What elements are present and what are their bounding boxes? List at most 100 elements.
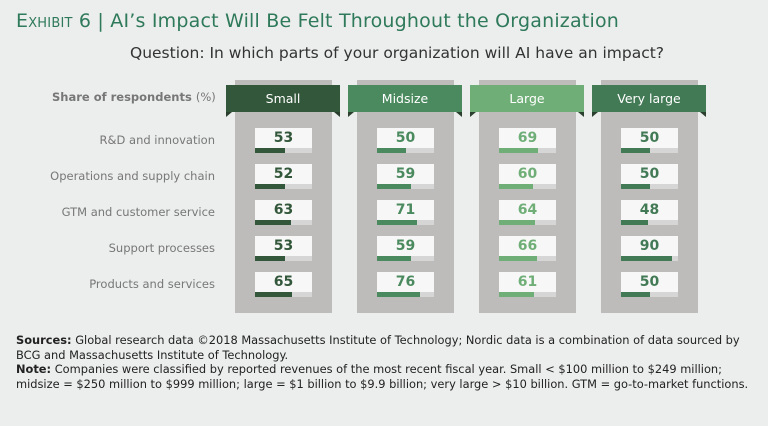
bar-track: [255, 256, 312, 261]
value-label: 53: [255, 236, 312, 256]
row-label: Support processes: [108, 241, 215, 255]
value-label: 50: [621, 272, 678, 292]
value-cell: 69: [499, 128, 556, 154]
unit-symbol: (%): [195, 90, 216, 104]
bar-track: [499, 148, 556, 153]
bar-fill: [499, 148, 539, 153]
value-cell: 50: [621, 128, 678, 154]
bar-fill: [499, 292, 534, 297]
value-label: 76: [377, 272, 434, 292]
value-label: 61: [499, 272, 556, 292]
value-cell: 66: [499, 236, 556, 262]
bar-fill: [621, 292, 650, 297]
bar-track: [621, 184, 678, 189]
note: Note: Companies were classified by repor…: [16, 362, 756, 391]
bar-track: [377, 220, 434, 225]
value-label: 69: [499, 128, 556, 148]
bar-track: [377, 148, 434, 153]
exhibit-title: Exhibit 6 | AI’s Impact Will Be Felt Thr…: [16, 10, 619, 32]
bar-track: [499, 220, 556, 225]
bar-fill: [377, 256, 411, 261]
bar-fill: [377, 184, 411, 189]
bar-track: [499, 184, 556, 189]
value-cell: 50: [377, 128, 434, 154]
value-cell: 59: [377, 164, 434, 190]
bar-track: [499, 256, 556, 261]
sources-text: Global research data ©2018 Massachusetts…: [16, 333, 740, 362]
value-cell: 50: [621, 272, 678, 298]
value-label: 59: [377, 164, 434, 184]
value-label: 60: [499, 164, 556, 184]
bar-track: [255, 292, 312, 297]
value-cell: 61: [499, 272, 556, 298]
value-cell: 60: [499, 164, 556, 190]
title-separator: |: [97, 10, 105, 32]
value-label: 63: [255, 200, 312, 220]
bar-fill: [499, 220, 536, 225]
bar-fill: [377, 148, 406, 153]
column-header: Midsize: [348, 85, 462, 117]
value-cell: 53: [255, 236, 312, 262]
sources: Sources: Global research data ©2018 Mass…: [16, 333, 756, 362]
bar-track: [621, 220, 678, 225]
bar-fill: [499, 184, 534, 189]
value-label: 50: [621, 128, 678, 148]
value-cell: 52: [255, 164, 312, 190]
column-header: Large: [470, 85, 584, 117]
bar-fill: [255, 292, 293, 297]
note-label: Note:: [16, 362, 52, 376]
sources-label: Sources:: [16, 333, 72, 347]
value-cell: 50: [621, 164, 678, 190]
value-cell: 90: [621, 236, 678, 262]
value-label: 71: [377, 200, 434, 220]
bar-track: [621, 256, 678, 261]
column-header: Small: [226, 85, 340, 117]
value-cell: 59: [377, 236, 434, 262]
value-label: 50: [621, 164, 678, 184]
bar-fill: [255, 184, 285, 189]
survey-question: Question: In which parts of your organiz…: [130, 44, 665, 62]
value-cell: 53: [255, 128, 312, 154]
bar-fill: [621, 256, 673, 261]
bar-track: [499, 292, 556, 297]
value-cell: 76: [377, 272, 434, 298]
row-label: Operations and supply chain: [50, 169, 215, 183]
value-cell: 65: [255, 272, 312, 298]
value-cell: 64: [499, 200, 556, 226]
row-label: GTM and customer service: [61, 205, 215, 219]
bar-track: [377, 256, 434, 261]
exhibit-number: Exhibit 6: [16, 10, 92, 32]
footer-notes: Sources: Global research data ©2018 Mass…: [16, 333, 756, 391]
value-cell: 48: [621, 200, 678, 226]
value-label: 52: [255, 164, 312, 184]
value-label: 65: [255, 272, 312, 292]
bar-fill: [255, 220, 291, 225]
value-cell: 63: [255, 200, 312, 226]
bar-fill: [621, 220, 649, 225]
bar-track: [255, 220, 312, 225]
bar-fill: [255, 148, 286, 153]
bar-track: [255, 148, 312, 153]
unit-label: Share of respondents (%): [52, 90, 216, 104]
bar-track: [621, 148, 678, 153]
value-label: 64: [499, 200, 556, 220]
bar-track: [377, 292, 434, 297]
bar-track: [621, 292, 678, 297]
value-label: 50: [377, 128, 434, 148]
bar-fill: [621, 148, 650, 153]
note-text: Companies were classified by reported re…: [16, 362, 749, 391]
column-header: Very large: [592, 85, 706, 117]
value-label: 66: [499, 236, 556, 256]
value-label: 59: [377, 236, 434, 256]
value-label: 90: [621, 236, 678, 256]
value-label: 53: [255, 128, 312, 148]
bar-fill: [377, 220, 418, 225]
row-label: R&D and innovation: [99, 133, 215, 147]
bar-fill: [621, 184, 650, 189]
bar-track: [377, 184, 434, 189]
title-text: AI’s Impact Will Be Felt Throughout the …: [110, 10, 620, 32]
value-label: 48: [621, 200, 678, 220]
bar-track: [255, 184, 312, 189]
bar-fill: [255, 256, 286, 261]
unit-label-text: Share of respondents: [52, 90, 192, 104]
